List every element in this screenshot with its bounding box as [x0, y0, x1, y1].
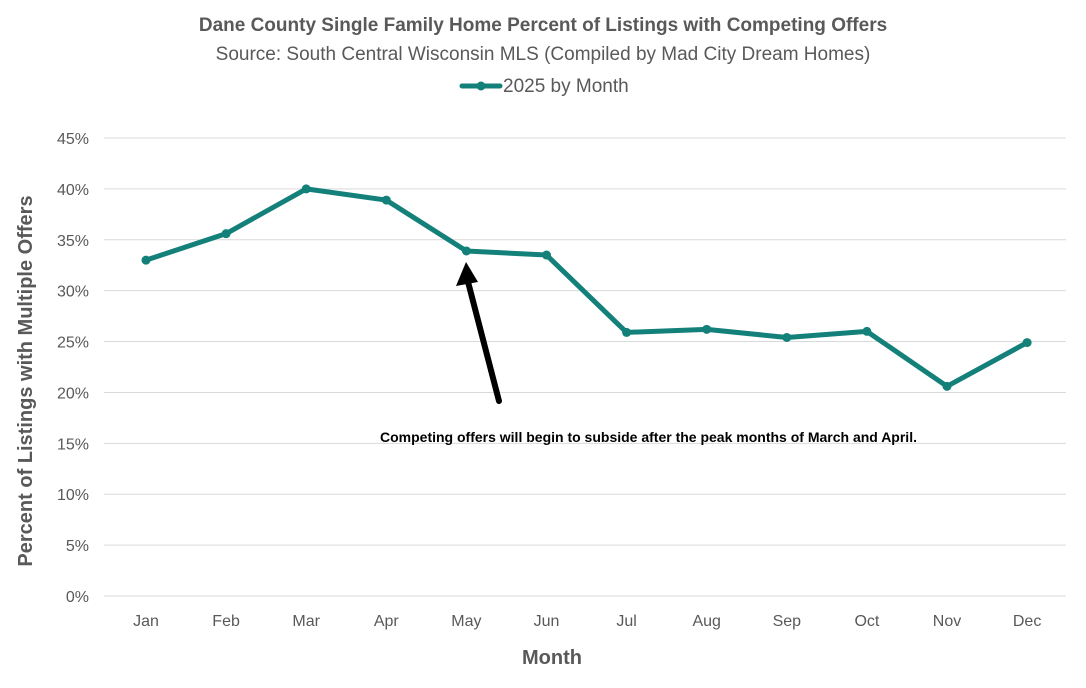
- x-tick-label: Dec: [1013, 613, 1041, 630]
- data-point-dec: [1022, 338, 1032, 348]
- data-point-may: [461, 246, 471, 256]
- data-point-oct: [862, 326, 872, 336]
- x-tick-label: Jan: [133, 613, 159, 630]
- series-2025: [141, 184, 1032, 391]
- x-tick-label: Jul: [616, 613, 636, 630]
- data-point-mar: [301, 184, 311, 194]
- x-tick-label: Feb: [212, 613, 240, 630]
- x-tick-label: Aug: [692, 613, 720, 630]
- y-tick-label: 30%: [57, 284, 89, 301]
- legend: 2025 by Month: [459, 76, 629, 97]
- x-tick-label: Nov: [933, 613, 961, 630]
- chart-subtitle: Source: South Central Wisconsin MLS (Com…: [216, 44, 871, 65]
- x-tick-label: May: [451, 613, 481, 630]
- x-axis-ticks: Jan Feb Mar Apr May Jun Jul Aug Sep Oct Nov Dec: [133, 613, 1041, 630]
- x-tick-label: Mar: [292, 613, 320, 630]
- x-axis-title: Month: [522, 647, 582, 669]
- y-tick-label: 20%: [57, 385, 89, 402]
- y-tick-label: 10%: [57, 487, 89, 504]
- x-tick-label: Apr: [374, 613, 400, 630]
- annotation-text: Competing offers will begin to subside a…: [380, 429, 917, 445]
- gridlines: [104, 137, 1066, 597]
- y-tick-label: 0%: [66, 589, 89, 606]
- data-point-apr: [381, 195, 391, 205]
- annotation-arrow: [464, 275, 502, 404]
- x-tick-label: Sep: [773, 613, 802, 630]
- data-point-aug: [702, 324, 712, 334]
- y-axis-title: Percent of Listings with Multiple Offers: [15, 195, 37, 566]
- data-point-feb: [221, 229, 231, 239]
- annotation: Competing offers will begin to subside a…: [380, 262, 917, 445]
- y-tick-label: 45%: [57, 131, 89, 148]
- data-point-jul: [622, 327, 632, 337]
- y-tick-label: 40%: [57, 182, 89, 199]
- data-point-jun: [542, 250, 551, 260]
- x-tick-label: Jun: [534, 613, 560, 630]
- y-tick-label: 5%: [66, 538, 89, 555]
- legend-label: 2025 by Month: [503, 76, 629, 97]
- y-axis-ticks: 0% 5% 10% 15% 20% 25% 30% 35% 40% 45%: [57, 131, 89, 606]
- chart-title: Dane County Single Family Home Percent o…: [199, 15, 887, 36]
- annotation-arrowhead: [456, 262, 478, 286]
- legend-marker: [476, 81, 486, 91]
- data-point-nov: [942, 381, 952, 391]
- series-line: [143, 186, 1030, 389]
- y-tick-label: 15%: [57, 436, 89, 453]
- x-tick-label: Oct: [854, 613, 879, 630]
- y-tick-label: 25%: [57, 335, 89, 352]
- data-point-jan: [141, 255, 151, 265]
- y-tick-label: 35%: [57, 233, 89, 250]
- data-point-sep: [782, 332, 792, 342]
